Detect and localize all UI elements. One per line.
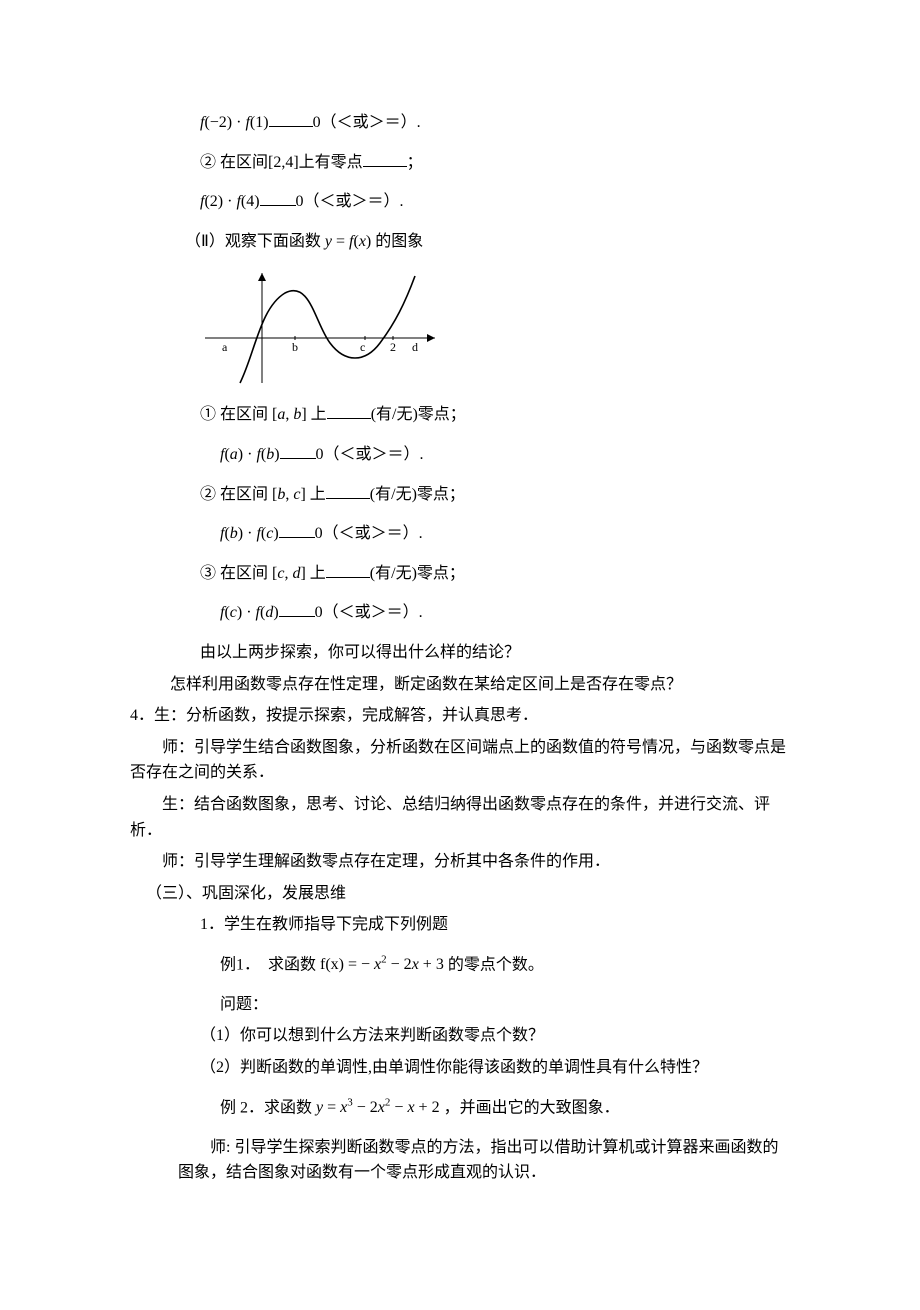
example-2: 例 2．求函数 y = x3 − 2x2 − x + 2 ，并画出它的大致图象． [220,1095,790,1121]
question-word: 问题： [220,992,790,1018]
line-interval-24: ② 在区间[2,4]上有零点 ； [200,150,790,176]
ex1-label: 例1． 求函数 [220,956,320,973]
has-no-suffix-2: (有/无)零点； [370,486,465,503]
function-graph: a b c 2 d [200,268,790,388]
has-no-suffix-1: (有/无)零点； [371,406,466,423]
has-no-suffix-3: (有/无)零点； [370,565,465,582]
ex1-tail: 的零点个数。 [444,956,544,973]
svg-text:b: b [292,340,298,354]
svg-text:d: d [412,340,418,354]
ex2-formula: y = x3 − 2x2 − x + 2 [316,1099,440,1116]
line-f2-f4: f(2) · f(4)0（＜或＞＝）. [200,189,790,215]
line-fc-fd: f(c) · f(d)0（＜或＞＝）. [220,600,790,626]
document-page: f(−2) · f(1)0（＜或＞＝）. ② 在区间[2,4]上有零点 ； f(2… [0,0,920,1310]
s3-sub1: 1．学生在教师指导下完成下列例题 [200,912,790,938]
line-f-2-f1: f(−2) · f(1)0（＜或＞＝）. [200,110,790,136]
teacher-3: 师：引导学生理解函数零点存在定理，分析其中各条件的作用． [130,849,790,875]
ex2-tail: ，并画出它的大致图象． [440,1099,620,1116]
blank-fa-fb [280,442,316,459]
svg-text:2: 2 [390,340,396,354]
section-3-heading: （三）、巩固深化，发展思维 [130,881,790,907]
line-fb-fc: f(b) · f(c)0（＜或＞＝）. [220,521,790,547]
ex2-label: 例 2．求函数 [220,1099,316,1116]
text-interval-24a: ② 在区间[2,4]上有零点 [200,154,363,171]
blank-bc [326,482,370,499]
blank-cd [326,561,370,578]
ex1-formula: f(x) = − x2 − 2x + 3 [320,956,444,973]
line-fa-fb: f(a) · f(b)0（＜或＞＝）. [220,442,790,468]
blank-1 [269,110,313,127]
blank-ab [327,402,371,419]
line-interval-cd: ③ 在区间 [c, d] 上(有/无)零点； [200,561,790,587]
student-2: 生：结合函数图象，思考、讨论、总结归纳得出函数零点存在的条件，并进行交流、评析． [130,792,790,843]
svg-text:c: c [360,340,365,354]
blank-fb-fc [279,521,315,538]
blank-2 [363,150,407,167]
svg-text:a: a [222,340,228,354]
step-4: 4．生：分析函数，按提示探索，完成解答，并认真思考． [130,703,790,729]
teacher-1: 师：引导学生结合函数图象，分析函数在区间端点上的函数值的符号情况，与函数零点是否… [130,735,790,786]
section-ii-heading: （Ⅱ）观察下面函数 y = f(x) 的图象 [185,229,790,255]
blank-fc-fd [279,600,315,617]
line-interval-ab: ① 在区间 [a, b] 上(有/无)零点； [200,402,790,428]
question-1: （1）你可以想到什么方法来判断函数零点个数？ [200,1023,790,1049]
teacher-final: 师: 引导学生探索判断函数零点的方法，指出可以借助计算机或计算器来画函数的图象，… [178,1135,790,1186]
example-1: 例1． 求函数 f(x) = − x2 − 2x + 3 的零点个数。 [220,952,790,978]
conclusion-q2: 怎样利用函数零点存在性定理，断定函数在某给定区间上是否存在零点？ [170,672,790,698]
blank-3 [260,189,296,206]
question-2: （2）判断函数的单调性,由单调性你能得该函数的单调性具有什么特性？ [200,1055,790,1081]
math-expr: f [200,114,204,131]
conclusion-q1: 由以上两步探索，你可以得出什么样的结论？ [200,640,790,666]
line-interval-bc: ② 在区间 [b, c] 上(有/无)零点； [200,482,790,508]
text-interval-24b: ； [407,154,423,171]
